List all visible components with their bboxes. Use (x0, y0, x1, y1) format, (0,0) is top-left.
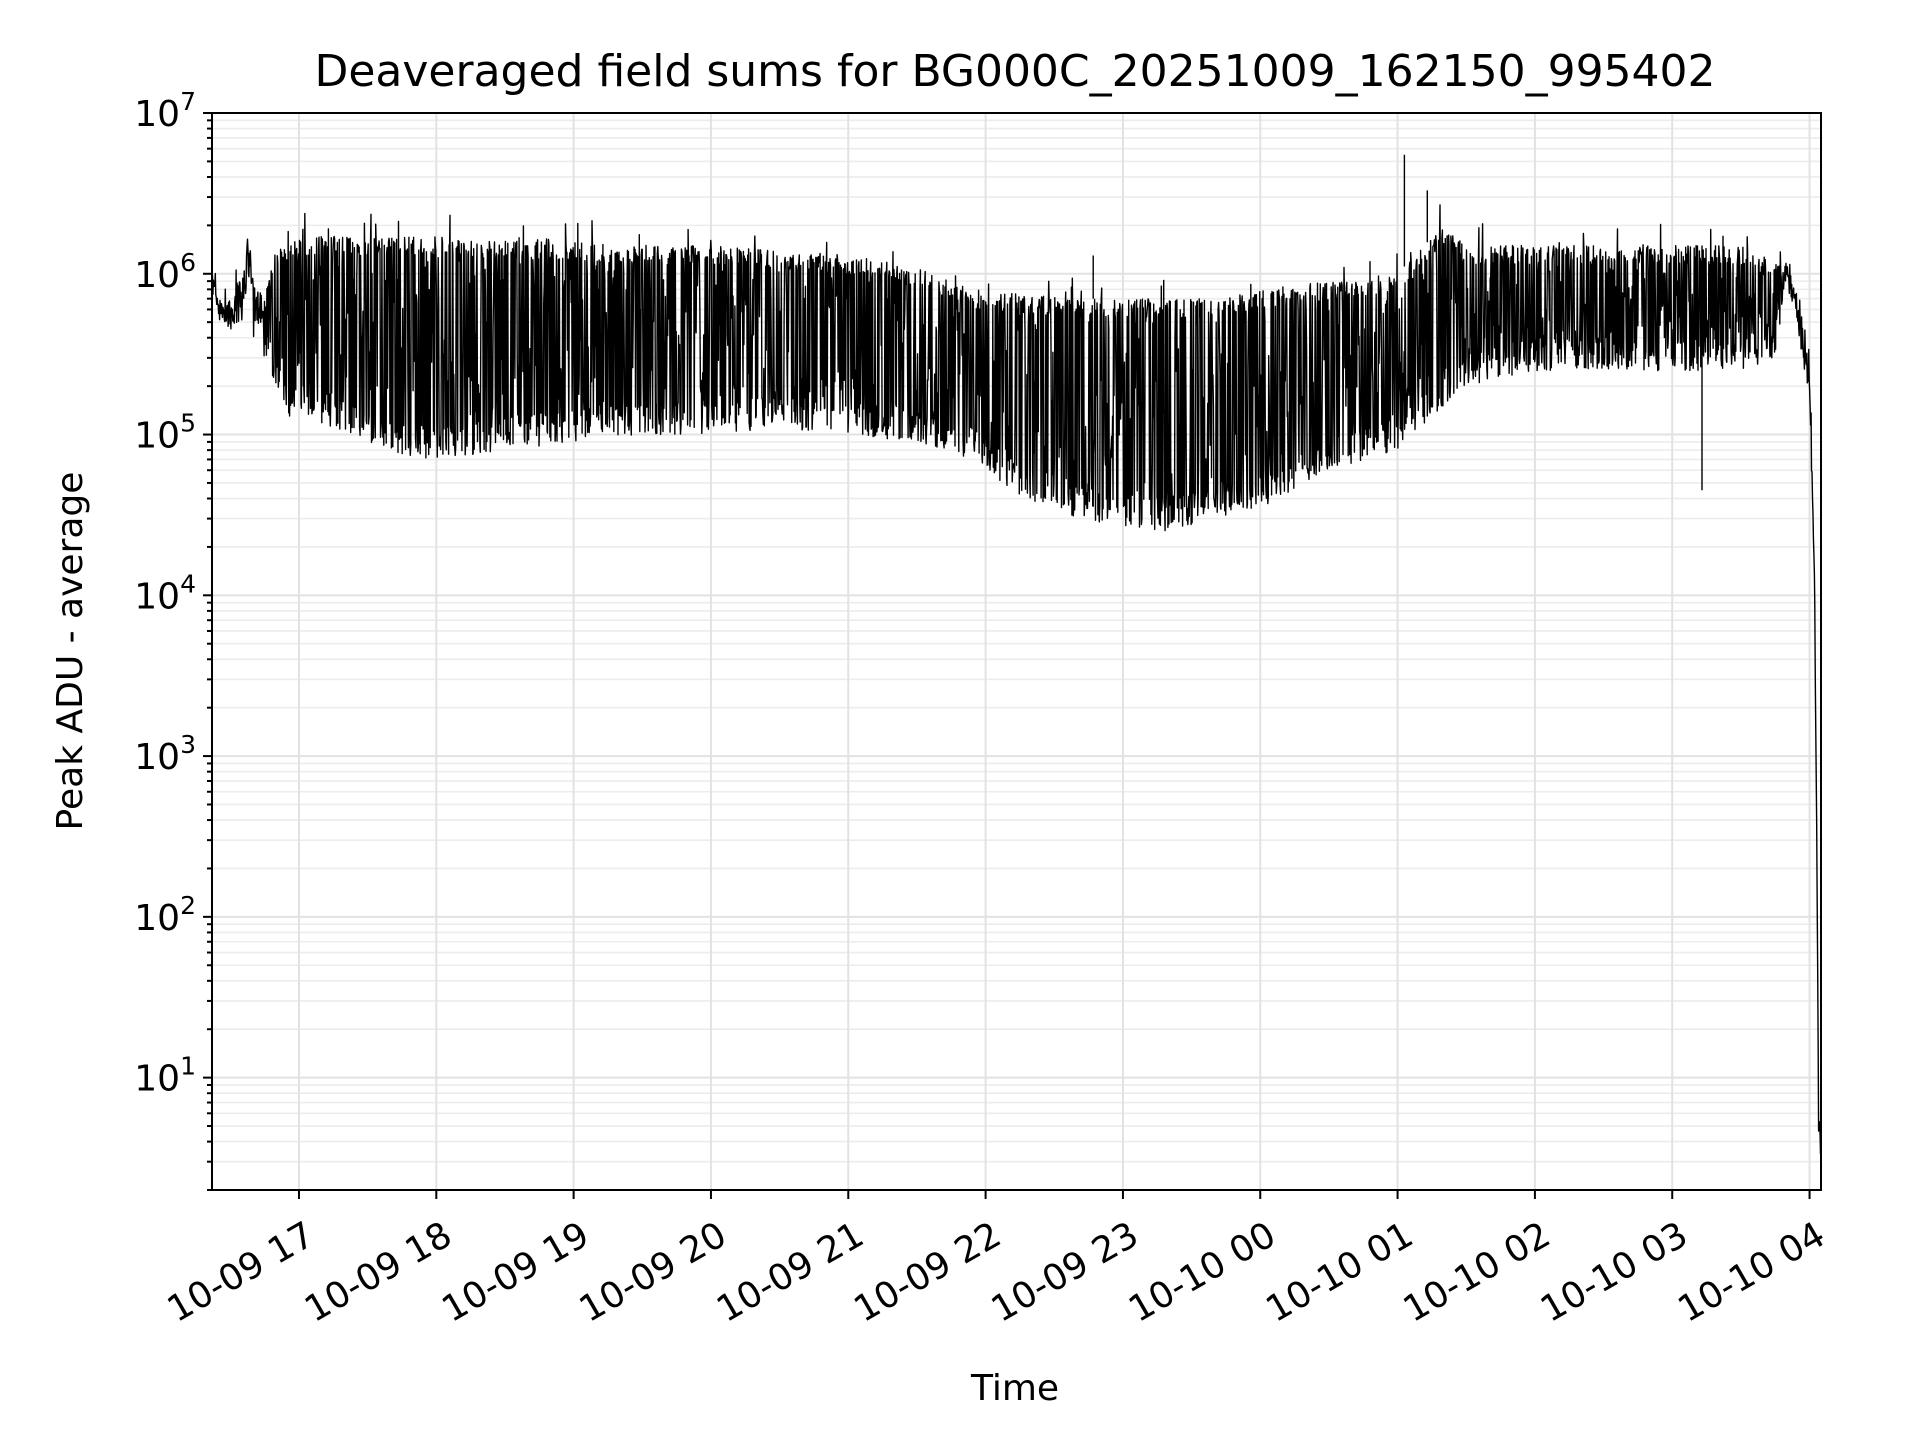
plot-area (211, 154, 1822, 1155)
y-tick-labels: 101 102 103 104 105 106 107 (134, 87, 196, 1100)
y-tick-label: 105 (134, 409, 196, 457)
x-tick-label: 10-09 19 (435, 1214, 596, 1330)
x-tick-label: 10-10 01 (1259, 1214, 1420, 1330)
y-tick-label: 101 (134, 1052, 196, 1100)
y-tick-label: 103 (134, 730, 196, 778)
y-tick-label: 104 (134, 569, 196, 617)
y-axis-label: Peak ADU - average (50, 472, 91, 831)
x-tick-label: 10-10 03 (1534, 1214, 1695, 1330)
axis-ticks (203, 112, 1811, 1199)
plot-frame (211, 112, 1822, 1191)
series-line (211, 154, 1822, 1155)
x-tick-label: 10-09 20 (573, 1214, 734, 1330)
x-axis-label: Time (970, 1368, 1059, 1409)
x-tick-label: 10-09 22 (847, 1214, 1008, 1330)
x-tick-label: 10-10 02 (1397, 1214, 1558, 1330)
y-tick-label: 102 (134, 891, 196, 939)
y-tick-label: 106 (134, 248, 196, 296)
x-tick-label: 10-09 21 (710, 1214, 871, 1330)
x-tick-label: 10-09 18 (298, 1214, 459, 1330)
x-tick-label: 10-09 17 (161, 1214, 322, 1330)
y-tick-label: 107 (134, 87, 196, 135)
chart-title: Deaveraged field sums for BG000C_2025100… (314, 46, 1715, 97)
x-tick-label: 10-10 04 (1671, 1214, 1832, 1330)
x-tick-label: 10-10 00 (1122, 1214, 1283, 1330)
x-tick-label: 10-09 23 (985, 1214, 1146, 1330)
